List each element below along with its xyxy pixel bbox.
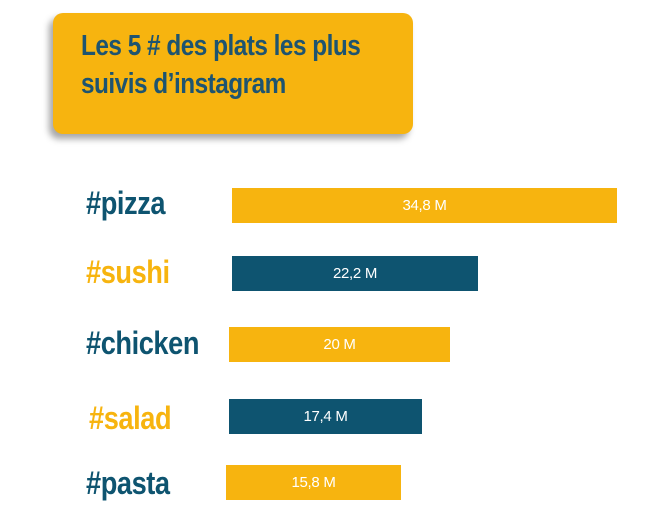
category-label: #chicken	[86, 325, 200, 361]
bar-pizza: 34,8 M	[232, 188, 617, 223]
category-label: #salad	[89, 400, 172, 436]
bar-value-label: 34,8 M	[402, 197, 447, 214]
title-box: Les 5 # des plats les plus suivis d’inst…	[53, 13, 413, 134]
bar-value-label: 22,2 M	[332, 265, 378, 282]
bar-value-label: 17,4 M	[303, 408, 348, 425]
category-label: #pizza	[86, 185, 166, 221]
category-label: #sushi	[86, 254, 170, 290]
chart-title-line-2: suivis d’instagram	[81, 68, 286, 100]
chart-title-line-1: Les 5 # des plats les plus	[81, 30, 361, 62]
bar-sushi: 22,2 M	[232, 256, 478, 291]
category-label: #pasta	[86, 465, 170, 501]
bar-salad: 17,4 M	[229, 399, 422, 434]
bar-value-label: 20 M	[323, 336, 356, 353]
bar-chicken: 20 M	[229, 327, 450, 362]
bar-value-label: 15,8 M	[291, 474, 336, 491]
bar-pasta: 15,8 M	[226, 465, 401, 500]
